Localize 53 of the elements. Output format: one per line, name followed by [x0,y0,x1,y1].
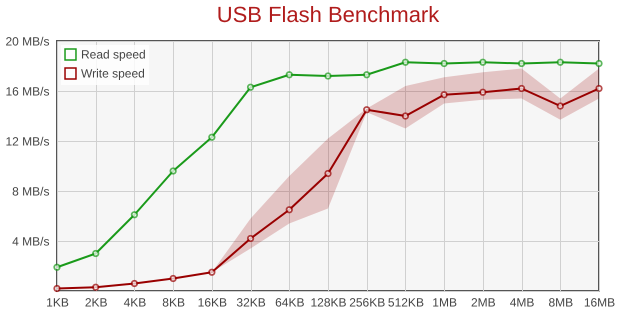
point [556,58,564,66]
x-tick-label: 256KB [349,296,386,310]
point [170,167,177,175]
point [479,58,486,66]
point [53,284,61,292]
point [130,280,138,288]
x-tick-label: 4KB [124,296,146,310]
point [518,84,526,92]
point [208,268,216,276]
point [556,102,564,110]
x-tick-label: 512KB [388,296,424,310]
point [324,170,332,178]
y-tick-label: 16 MB/s [5,84,50,98]
point [402,112,410,120]
point [324,72,332,80]
y-tick-label: 4 MB/s [12,234,50,248]
x-tick-label: 16KB [198,296,228,310]
point [246,234,254,242]
x-tick-label: 4MB [510,296,534,310]
x-tick-label: 2KB [84,296,108,310]
x-tick-label: 1MB [432,296,457,310]
point [92,250,100,258]
point [53,264,61,271]
point [595,60,603,68]
point [479,88,486,96]
point [286,71,293,78]
point [286,206,293,214]
x-tick-label: 8KB [162,296,185,310]
point [402,58,410,66]
x-tick-label: 16MB [584,296,616,310]
y-tick-label: 8 MB/s [12,184,50,198]
point [170,274,177,282]
point [440,60,448,68]
x-tick-label: 128KB [310,296,347,310]
x-tick-label: 8MB [548,296,574,310]
point [518,60,526,68]
y-tick-label: 20 MB/s [5,34,50,48]
legend-label: Read speed [81,48,146,62]
x-tick-label: 64KB [275,296,304,310]
point [130,211,138,218]
point [363,71,370,78]
point [440,91,448,98]
x-tick-label: 2MB [471,296,496,310]
y-tick-label: 12 MB/s [5,134,50,148]
chart-title: USB Flash Benchmark [216,2,440,27]
point [208,134,216,141]
point [363,106,370,114]
point [595,84,603,92]
legend-label: Write speed [81,66,145,80]
point [92,284,100,291]
x-tick-label: 1KB [46,296,69,310]
point [246,84,254,91]
x-tick-label: 32KB [236,296,266,310]
